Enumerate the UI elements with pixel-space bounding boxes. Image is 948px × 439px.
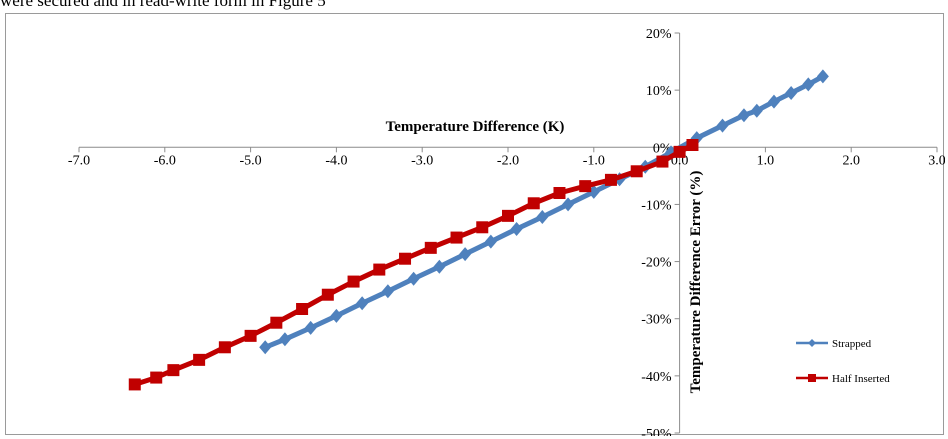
y-tick-label: -30% <box>641 313 672 328</box>
data-point-half-inserted <box>218 341 231 354</box>
data-point-half-inserted <box>270 316 283 329</box>
data-point-strapped <box>304 320 317 335</box>
data-point-half-inserted <box>244 329 257 342</box>
legend-label-half-inserted: Half Inserted <box>832 373 890 385</box>
x-tick-label: -1.0 <box>583 153 605 168</box>
data-point-half-inserted <box>399 252 412 265</box>
data-point-half-inserted <box>450 231 463 244</box>
data-point-strapped <box>767 94 780 109</box>
data-point-strapped <box>484 234 497 249</box>
y-tick-label: 20% <box>646 27 672 42</box>
data-point-strapped <box>816 69 829 84</box>
x-tick-label: -3.0 <box>411 153 433 168</box>
data-point-strapped <box>381 284 394 299</box>
data-point-half-inserted <box>167 364 180 377</box>
data-point-half-inserted <box>673 145 686 158</box>
caption-fragment: were secured and in read-write form in F… <box>0 0 326 10</box>
x-tick-label: -6.0 <box>154 153 176 168</box>
data-point-strapped <box>562 197 575 212</box>
data-point-half-inserted <box>527 197 540 210</box>
legend-marker-strapped <box>808 339 816 347</box>
data-point-strapped <box>356 296 369 311</box>
data-point-strapped <box>407 271 420 286</box>
data-point-half-inserted <box>553 187 566 199</box>
data-point-half-inserted <box>150 371 163 384</box>
x-tick-label: 3.0 <box>928 153 945 168</box>
data-point-half-inserted <box>321 288 334 301</box>
axes: -7.0 -6.0 -5.0 -4.0 -3.0 -2.0 -1.0 0.0 1.0 2.0 3.0… <box>68 27 945 436</box>
data-point-half-inserted <box>424 241 437 254</box>
x-tick-label: -4.0 <box>325 153 347 168</box>
data-point-strapped <box>433 259 446 274</box>
data-point-half-inserted <box>656 155 669 168</box>
legend: Strapped Half Inserted <box>796 338 890 385</box>
x-tick-label: -2.0 <box>497 153 519 168</box>
data-point-strapped <box>278 332 291 347</box>
y-tick-label: -20% <box>641 256 672 271</box>
y-tick-label: -10% <box>641 198 672 213</box>
chart-frame: -7.0 -6.0 -5.0 -4.0 -3.0 -2.0 -1.0 0.0 1.0 2.0 3.0… <box>5 13 945 436</box>
data-point-half-inserted <box>476 221 489 234</box>
data-point-strapped <box>459 247 472 262</box>
data-point-strapped <box>785 86 798 100</box>
data-point-strapped <box>536 210 549 224</box>
data-point-half-inserted <box>373 263 386 276</box>
data-point-half-inserted <box>502 209 514 222</box>
legend-marker-half-inserted <box>808 374 816 382</box>
data-point-strapped <box>259 340 272 355</box>
y-tick-label: -40% <box>641 370 672 385</box>
data-point-half-inserted <box>604 173 617 186</box>
y-tick-label: 10% <box>646 84 672 99</box>
data-point-half-inserted <box>193 353 206 366</box>
data-point-half-inserted <box>686 139 699 151</box>
legend-label-strapped: Strapped <box>832 338 872 350</box>
y-tick-label: -50% <box>641 427 672 436</box>
data-point-strapped <box>510 222 523 236</box>
x-tick-label: 2.0 <box>842 153 860 168</box>
data-point-strapped <box>750 103 763 118</box>
series-layer <box>128 69 829 391</box>
data-point-half-inserted <box>347 275 360 288</box>
data-point-strapped <box>737 108 750 123</box>
x-tick-label: -5.0 <box>240 153 262 168</box>
data-point-half-inserted <box>128 378 141 391</box>
data-point-half-inserted <box>296 303 309 315</box>
data-point-strapped <box>802 77 815 92</box>
data-point-half-inserted <box>579 180 592 193</box>
y-ticks: 20%10%0%-10%-20%-30%-40%-50% <box>641 27 680 436</box>
x-tick-label: -7.0 <box>68 153 90 168</box>
x-ticks: -7.0 -6.0 -5.0 -4.0 -3.0 -2.0 -1.0 0.0 1.0 2.0 3.0 <box>68 147 945 168</box>
data-point-strapped <box>330 308 343 323</box>
legend-item-strapped: Strapped <box>796 338 872 350</box>
y-axis-title: Temperature Difference Error (%) <box>688 171 704 394</box>
series-line-strapped <box>262 73 826 350</box>
legend-item-half-inserted: Half Inserted <box>796 373 890 385</box>
scatter-chart: -7.0 -6.0 -5.0 -4.0 -3.0 -2.0 -1.0 0.0 1.0 2.0 3.0… <box>68 27 945 436</box>
data-point-strapped <box>716 118 729 133</box>
x-tick-label: 1.0 <box>757 153 775 168</box>
data-point-half-inserted <box>630 165 643 178</box>
x-axis-title: Temperature Difference (K) <box>386 119 565 135</box>
